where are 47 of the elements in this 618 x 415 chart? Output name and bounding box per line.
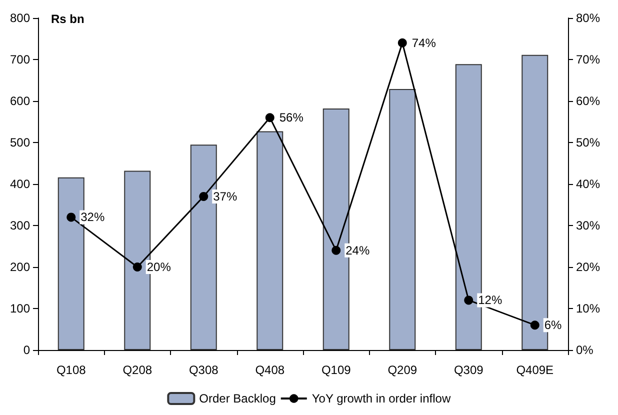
- legend-label: Order Backlog: [199, 392, 276, 406]
- point: [464, 296, 474, 305]
- y-tick-label: 0: [23, 343, 30, 357]
- bar: [256, 131, 284, 350]
- y2-tick-label: 40%: [576, 177, 600, 191]
- x-tick-label: Q109: [321, 363, 352, 377]
- x-tick-label: Q108: [56, 363, 86, 377]
- data-label: 56%: [279, 110, 304, 125]
- data-label: 24%: [346, 243, 370, 258]
- y-axis-title: Rs bn: [51, 12, 84, 26]
- y2-tick-label: 70%: [576, 52, 600, 66]
- x-tick-label: Q308: [188, 363, 219, 377]
- y-tick-label: 100: [10, 302, 30, 316]
- data-label: 32%: [80, 210, 105, 224]
- x-tick-label: Q408: [255, 363, 285, 377]
- y-tick-label: 500: [10, 136, 30, 150]
- point: [265, 113, 274, 122]
- x-tick-label: Q209: [388, 363, 418, 377]
- point: [66, 212, 76, 222]
- data-label: 37%: [213, 189, 238, 204]
- y2-tick-label: 10%: [576, 302, 600, 316]
- y-tick-label: 800: [10, 11, 30, 25]
- y2-tick-label: 0%: [576, 343, 594, 357]
- y-tick-label: 400: [10, 177, 30, 191]
- legend-label: YoY growth in order inflow: [312, 392, 451, 406]
- point: [530, 320, 540, 330]
- data-label: 20%: [146, 260, 172, 274]
- data-label: 12%: [478, 293, 502, 308]
- y2-tick-label: 30%: [576, 218, 600, 232]
- y-tick-label: 600: [10, 94, 30, 108]
- point: [132, 262, 142, 272]
- y2-tick-label: 20%: [576, 260, 600, 274]
- y-tick-label: 200: [10, 260, 30, 274]
- x-tick-label: Q309: [454, 363, 484, 377]
- bar: [389, 88, 416, 350]
- y-tick-label: 700: [10, 52, 30, 66]
- y2-tick-label: 50%: [576, 136, 600, 150]
- point: [332, 246, 341, 255]
- y-tick-label: 300: [10, 218, 30, 232]
- x-tick-label: Q208: [122, 363, 152, 377]
- y2-tick-label: 60%: [576, 94, 600, 108]
- data-label: 6%: [544, 318, 562, 332]
- x-tick-label: Q409E: [516, 363, 554, 377]
- y2-tick-label: 80%: [576, 11, 600, 25]
- data-label: 74%: [412, 36, 436, 50]
- point: [398, 38, 407, 48]
- point: [199, 192, 208, 201]
